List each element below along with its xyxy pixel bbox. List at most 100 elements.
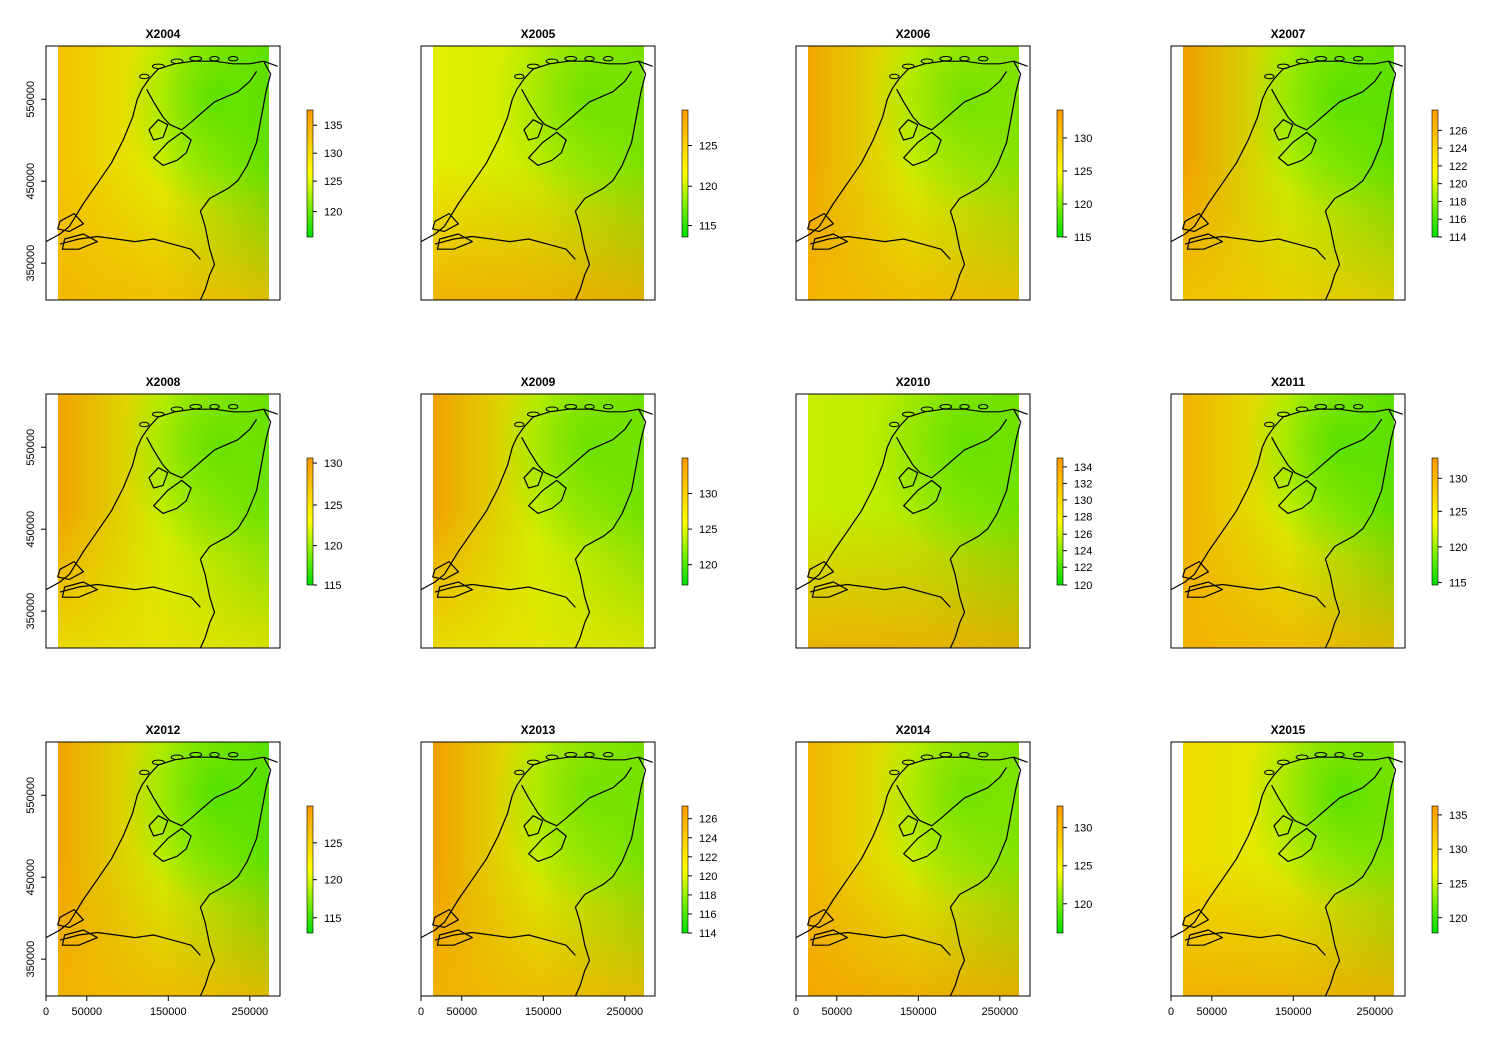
x-tick-label: 250000 <box>231 1006 268 1018</box>
wadden-island <box>170 58 184 64</box>
wadden-island <box>978 752 989 758</box>
y-tick-label: 350000 <box>25 245 37 282</box>
legend-tick-label: 120 <box>1449 913 1467 925</box>
delta-outline <box>1186 581 1224 598</box>
x-tick-label: 0 <box>43 1006 49 1018</box>
wadden-island <box>151 63 165 70</box>
polder-outline <box>148 467 169 489</box>
legend-tick-label: 120 <box>699 560 717 572</box>
wadden-island <box>959 752 970 758</box>
coastline <box>1170 60 1403 243</box>
x-tick-label: 250000 <box>981 1006 1018 1018</box>
legend-tick-label: 115 <box>324 913 342 925</box>
legend-tick-label: 125 <box>324 500 342 512</box>
legend-colorbar <box>1431 805 1439 934</box>
national-border <box>199 60 272 301</box>
raster-northeast-shade <box>808 394 1019 648</box>
wadden-island <box>1276 759 1290 766</box>
panel-title: X2012 <box>146 723 181 737</box>
legend-tick-label: 125 <box>699 524 717 536</box>
plot-frame <box>1170 45 1406 301</box>
polder-outline <box>153 827 192 862</box>
map-panel: X2009 130 125 120 <box>375 348 750 696</box>
y-tick-label: 550000 <box>25 429 37 466</box>
x-tick-label: 150000 <box>900 1006 937 1018</box>
coastline <box>420 60 653 243</box>
delta-outline <box>811 581 849 598</box>
legend-tick-label: 130 <box>324 148 342 160</box>
wadden-island <box>1276 411 1290 418</box>
polder-outline <box>528 827 567 862</box>
coastline <box>1170 756 1403 939</box>
map-panel-svg: X2004 350000 450000 550000 135 130 125 120 <box>25 27 342 301</box>
map-panel: X2010 134 132 130 128 126 124 122 120 <box>750 348 1125 696</box>
wadden-island <box>920 754 934 760</box>
wadden-island <box>1353 56 1364 62</box>
wadden-island <box>545 58 559 64</box>
delta-outline <box>807 909 834 928</box>
legend-tick-label: 118 <box>1449 196 1467 208</box>
wadden-island <box>526 411 540 418</box>
polder-outline <box>1273 119 1294 141</box>
plot-frame <box>795 45 1031 301</box>
inland-water <box>1271 419 1383 479</box>
map-panel-svg: X2009 130 125 120 <box>420 375 717 649</box>
legend-tick-label: 126 <box>699 814 717 826</box>
delta-outline <box>61 233 99 250</box>
legend-tick-label: 122 <box>699 852 717 864</box>
coastline <box>45 60 278 243</box>
legend-colorbar <box>1056 109 1064 238</box>
wadden-island <box>889 769 900 776</box>
legend-tick-label: 120 <box>1449 179 1467 191</box>
wadden-island <box>209 752 220 758</box>
wadden-island <box>139 769 150 776</box>
inland-water <box>521 71 633 131</box>
wadden-island <box>889 73 900 80</box>
legend-tick-label: 118 <box>699 890 717 902</box>
legend-tick-label: 120 <box>324 541 342 553</box>
wadden-island <box>1334 404 1345 410</box>
panel-title: X2009 <box>521 375 556 389</box>
delta-outline <box>57 909 84 928</box>
inland-water <box>146 419 258 479</box>
wadden-island <box>1264 769 1275 776</box>
delta-outline <box>1186 929 1224 946</box>
coastline <box>45 756 278 939</box>
wadden-island <box>170 754 184 760</box>
x-tick-label: 50000 <box>71 1006 102 1018</box>
wadden-island <box>209 56 220 62</box>
panel-title: X2010 <box>896 375 931 389</box>
x-tick-label: 50000 <box>446 1006 477 1018</box>
wadden-island <box>584 56 595 62</box>
x-tick-label: 250000 <box>1356 1006 1393 1018</box>
map-panel: X2006 130 125 120 115 <box>750 0 1125 348</box>
plot-frame <box>420 393 656 649</box>
polder-outline <box>898 815 919 837</box>
map-panel-svg: X2011 130 125 120 115 <box>1170 375 1467 649</box>
delta-outline <box>57 213 84 232</box>
national-border <box>574 408 647 649</box>
plot-frame <box>45 393 281 649</box>
river-outline <box>434 583 576 608</box>
polder-outline <box>523 467 544 489</box>
panel-title: X2004 <box>146 27 181 41</box>
panel-title: X2006 <box>896 27 931 41</box>
wadden-island <box>901 411 915 418</box>
legend-tick-label: 120 <box>324 875 342 887</box>
legend-tick-label: 114 <box>1449 232 1467 244</box>
raster-northeast-shade <box>433 46 644 300</box>
delta-outline <box>1182 213 1209 232</box>
legend-tick-label: 120 <box>699 871 717 883</box>
map-panel: X2013 0 50000 150000 250000 126 124 122 120 118 11… <box>375 696 750 1044</box>
polder-outline <box>153 131 192 166</box>
map-panel: X2014 0 50000 150000 250000 130 125 120 <box>750 696 1125 1044</box>
legend-colorbar <box>306 805 314 934</box>
wadden-island <box>514 73 525 80</box>
wadden-island <box>228 404 239 410</box>
inland-water <box>521 767 633 827</box>
legend-tick-label: 115 <box>1449 577 1467 589</box>
legend-tick-label: 115 <box>699 221 717 233</box>
wadden-island <box>545 754 559 760</box>
legend-tick-label: 120 <box>324 207 342 219</box>
legend-colorbar <box>1431 457 1439 586</box>
